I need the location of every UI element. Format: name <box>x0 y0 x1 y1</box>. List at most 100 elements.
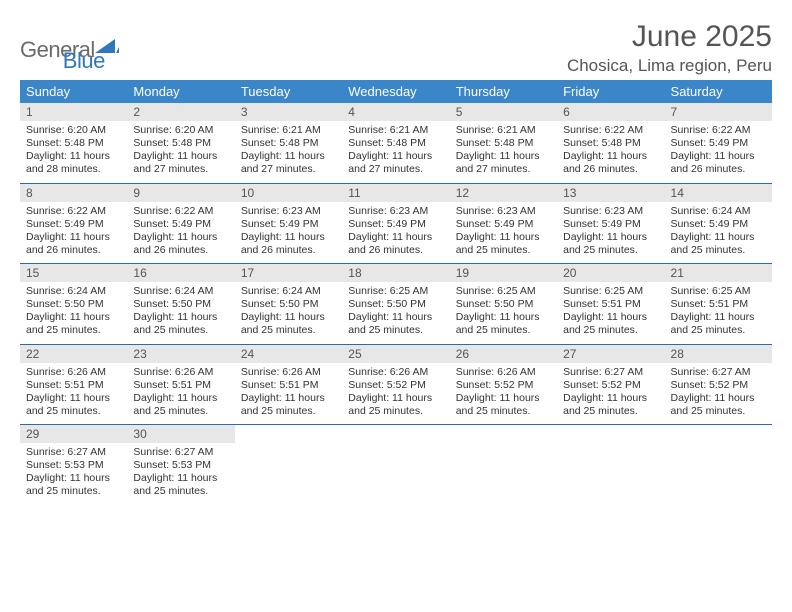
day-number: 9 <box>127 184 234 202</box>
calendar-cell: . <box>557 425 664 505</box>
calendar-cell: . <box>342 425 449 505</box>
day-details: Sunrise: 6:23 AMSunset: 5:49 PMDaylight:… <box>450 202 557 264</box>
day-details: Sunrise: 6:23 AMSunset: 5:49 PMDaylight:… <box>557 202 664 264</box>
day-number: 24 <box>235 345 342 363</box>
calendar-cell: 30Sunrise: 6:27 AMSunset: 5:53 PMDayligh… <box>127 425 234 505</box>
day-number: 1 <box>20 103 127 121</box>
weekday-header: Sunday <box>20 80 127 103</box>
brand-text-blue: Blue <box>63 48 105 74</box>
calendar-table: Sunday Monday Tuesday Wednesday Thursday… <box>20 80 772 505</box>
day-details: Sunrise: 6:26 AMSunset: 5:52 PMDaylight:… <box>342 363 449 425</box>
day-details: Sunrise: 6:20 AMSunset: 5:48 PMDaylight:… <box>127 121 234 183</box>
calendar-row: 22Sunrise: 6:26 AMSunset: 5:51 PMDayligh… <box>20 344 772 425</box>
day-details: Sunrise: 6:24 AMSunset: 5:50 PMDaylight:… <box>127 282 234 344</box>
weekday-header: Tuesday <box>235 80 342 103</box>
calendar-row: 1Sunrise: 6:20 AMSunset: 5:48 PMDaylight… <box>20 103 772 183</box>
calendar-row: 29Sunrise: 6:27 AMSunset: 5:53 PMDayligh… <box>20 425 772 505</box>
calendar-cell: 25Sunrise: 6:26 AMSunset: 5:52 PMDayligh… <box>342 344 449 425</box>
day-details: Sunrise: 6:26 AMSunset: 5:51 PMDaylight:… <box>20 363 127 425</box>
day-number: 4 <box>342 103 449 121</box>
calendar-cell: 26Sunrise: 6:26 AMSunset: 5:52 PMDayligh… <box>450 344 557 425</box>
day-details: Sunrise: 6:24 AMSunset: 5:50 PMDaylight:… <box>20 282 127 344</box>
day-number: 8 <box>20 184 127 202</box>
day-details: Sunrise: 6:24 AMSunset: 5:49 PMDaylight:… <box>665 202 772 264</box>
day-number: 11 <box>342 184 449 202</box>
day-number: 21 <box>665 264 772 282</box>
calendar-cell: 8Sunrise: 6:22 AMSunset: 5:49 PMDaylight… <box>20 183 127 264</box>
day-details: Sunrise: 6:26 AMSunset: 5:51 PMDaylight:… <box>127 363 234 425</box>
weekday-header: Wednesday <box>342 80 449 103</box>
day-number: 19 <box>450 264 557 282</box>
calendar-row: 8Sunrise: 6:22 AMSunset: 5:49 PMDaylight… <box>20 183 772 264</box>
day-number: 17 <box>235 264 342 282</box>
day-number: 14 <box>665 184 772 202</box>
calendar-cell: 21Sunrise: 6:25 AMSunset: 5:51 PMDayligh… <box>665 264 772 345</box>
calendar-cell: 16Sunrise: 6:24 AMSunset: 5:50 PMDayligh… <box>127 264 234 345</box>
day-details: Sunrise: 6:27 AMSunset: 5:52 PMDaylight:… <box>665 363 772 425</box>
day-number: 16 <box>127 264 234 282</box>
day-number: 5 <box>450 103 557 121</box>
day-details: Sunrise: 6:23 AMSunset: 5:49 PMDaylight:… <box>235 202 342 264</box>
calendar-cell: 12Sunrise: 6:23 AMSunset: 5:49 PMDayligh… <box>450 183 557 264</box>
day-details: Sunrise: 6:21 AMSunset: 5:48 PMDaylight:… <box>342 121 449 183</box>
calendar-cell: 15Sunrise: 6:24 AMSunset: 5:50 PMDayligh… <box>20 264 127 345</box>
calendar-cell: 6Sunrise: 6:22 AMSunset: 5:48 PMDaylight… <box>557 103 664 183</box>
weekday-header: Friday <box>557 80 664 103</box>
calendar-cell: 28Sunrise: 6:27 AMSunset: 5:52 PMDayligh… <box>665 344 772 425</box>
day-details: Sunrise: 6:22 AMSunset: 5:49 PMDaylight:… <box>665 121 772 183</box>
title-block: June 2025 Chosica, Lima region, Peru <box>567 20 772 76</box>
calendar-cell: 18Sunrise: 6:25 AMSunset: 5:50 PMDayligh… <box>342 264 449 345</box>
month-title: June 2025 <box>567 20 772 54</box>
day-number: 3 <box>235 103 342 121</box>
day-number: 28 <box>665 345 772 363</box>
day-number: 22 <box>20 345 127 363</box>
day-details: Sunrise: 6:26 AMSunset: 5:52 PMDaylight:… <box>450 363 557 425</box>
calendar-cell: 23Sunrise: 6:26 AMSunset: 5:51 PMDayligh… <box>127 344 234 425</box>
weekday-header: Thursday <box>450 80 557 103</box>
location-subtitle: Chosica, Lima region, Peru <box>567 56 772 76</box>
calendar-cell: 13Sunrise: 6:23 AMSunset: 5:49 PMDayligh… <box>557 183 664 264</box>
day-number: 7 <box>665 103 772 121</box>
calendar-cell: 27Sunrise: 6:27 AMSunset: 5:52 PMDayligh… <box>557 344 664 425</box>
day-details: Sunrise: 6:25 AMSunset: 5:50 PMDaylight:… <box>450 282 557 344</box>
day-details: Sunrise: 6:21 AMSunset: 5:48 PMDaylight:… <box>235 121 342 183</box>
day-details: Sunrise: 6:24 AMSunset: 5:50 PMDaylight:… <box>235 282 342 344</box>
calendar-cell: 14Sunrise: 6:24 AMSunset: 5:49 PMDayligh… <box>665 183 772 264</box>
day-details: Sunrise: 6:27 AMSunset: 5:53 PMDaylight:… <box>20 443 127 505</box>
day-number: 20 <box>557 264 664 282</box>
day-number: 2 <box>127 103 234 121</box>
day-details: Sunrise: 6:27 AMSunset: 5:52 PMDaylight:… <box>557 363 664 425</box>
day-number: 10 <box>235 184 342 202</box>
day-number: 29 <box>20 425 127 443</box>
day-details: Sunrise: 6:23 AMSunset: 5:49 PMDaylight:… <box>342 202 449 264</box>
calendar-cell: 5Sunrise: 6:21 AMSunset: 5:48 PMDaylight… <box>450 103 557 183</box>
calendar-row: 15Sunrise: 6:24 AMSunset: 5:50 PMDayligh… <box>20 264 772 345</box>
day-number: 23 <box>127 345 234 363</box>
weekday-header-row: Sunday Monday Tuesday Wednesday Thursday… <box>20 80 772 103</box>
calendar-cell: 2Sunrise: 6:20 AMSunset: 5:48 PMDaylight… <box>127 103 234 183</box>
day-details: Sunrise: 6:21 AMSunset: 5:48 PMDaylight:… <box>450 121 557 183</box>
day-number: 26 <box>450 345 557 363</box>
day-details: Sunrise: 6:22 AMSunset: 5:49 PMDaylight:… <box>127 202 234 264</box>
calendar-cell: 9Sunrise: 6:22 AMSunset: 5:49 PMDaylight… <box>127 183 234 264</box>
calendar-cell: 11Sunrise: 6:23 AMSunset: 5:49 PMDayligh… <box>342 183 449 264</box>
calendar-cell: 4Sunrise: 6:21 AMSunset: 5:48 PMDaylight… <box>342 103 449 183</box>
calendar-cell: 7Sunrise: 6:22 AMSunset: 5:49 PMDaylight… <box>665 103 772 183</box>
calendar-cell: 3Sunrise: 6:21 AMSunset: 5:48 PMDaylight… <box>235 103 342 183</box>
calendar-cell: . <box>450 425 557 505</box>
page-header: General Blue June 2025 Chosica, Lima reg… <box>20 20 772 76</box>
day-number: 12 <box>450 184 557 202</box>
day-number: 15 <box>20 264 127 282</box>
day-details: Sunrise: 6:27 AMSunset: 5:53 PMDaylight:… <box>127 443 234 505</box>
day-number: 18 <box>342 264 449 282</box>
day-details: Sunrise: 6:26 AMSunset: 5:51 PMDaylight:… <box>235 363 342 425</box>
day-number: 13 <box>557 184 664 202</box>
day-details: Sunrise: 6:20 AMSunset: 5:48 PMDaylight:… <box>20 121 127 183</box>
day-number: 27 <box>557 345 664 363</box>
day-details: Sunrise: 6:25 AMSunset: 5:51 PMDaylight:… <box>557 282 664 344</box>
calendar-cell: 1Sunrise: 6:20 AMSunset: 5:48 PMDaylight… <box>20 103 127 183</box>
weekday-header: Monday <box>127 80 234 103</box>
calendar-cell: 10Sunrise: 6:23 AMSunset: 5:49 PMDayligh… <box>235 183 342 264</box>
calendar-cell: 17Sunrise: 6:24 AMSunset: 5:50 PMDayligh… <box>235 264 342 345</box>
day-details: Sunrise: 6:22 AMSunset: 5:49 PMDaylight:… <box>20 202 127 264</box>
